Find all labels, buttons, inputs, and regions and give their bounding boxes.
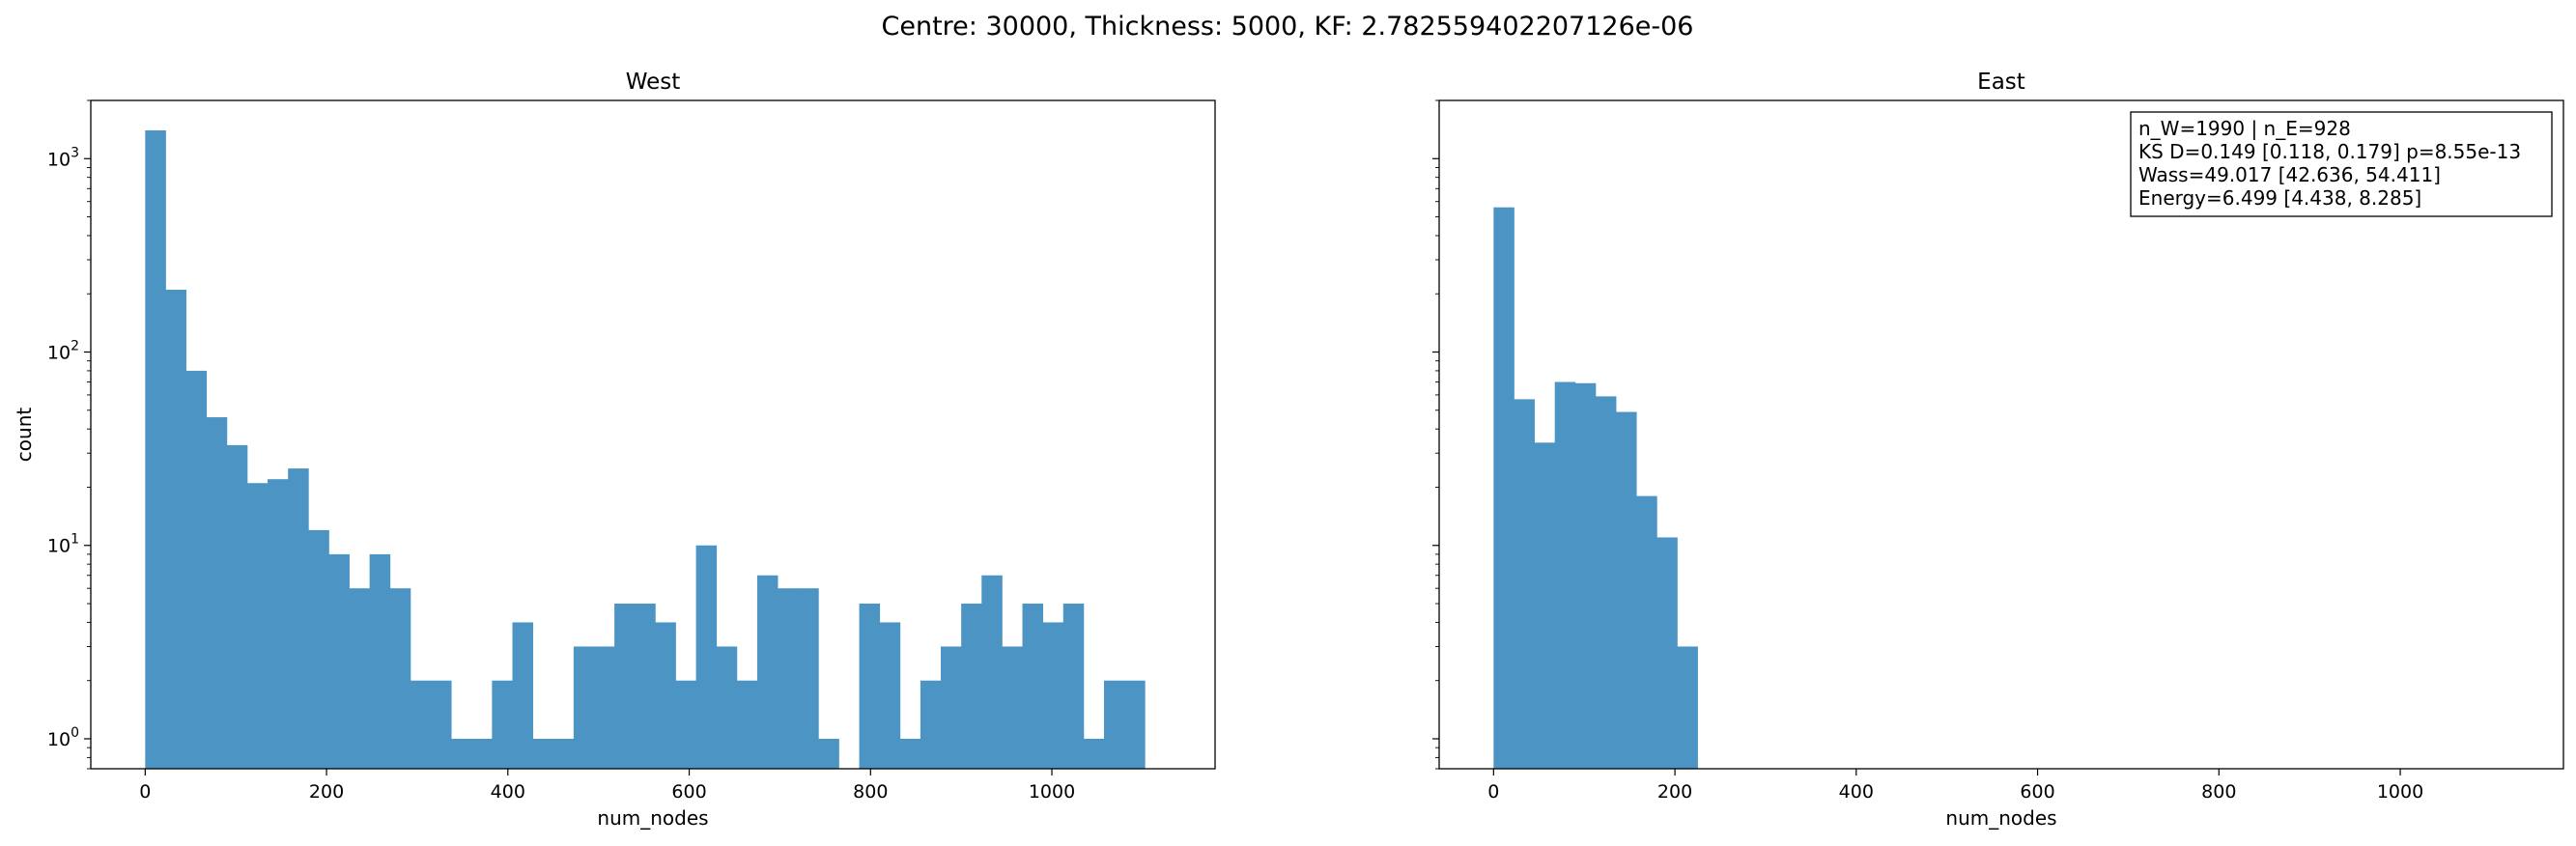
x-tick-label: 1000 bbox=[2377, 781, 2423, 803]
histogram-bar bbox=[246, 483, 269, 769]
histogram-bar bbox=[185, 370, 208, 769]
west-axes-frame bbox=[90, 99, 1216, 770]
histogram-bar bbox=[308, 529, 329, 769]
histogram-bar bbox=[981, 575, 1003, 769]
histogram-bar bbox=[1574, 382, 1597, 769]
histogram-bar bbox=[1042, 622, 1064, 769]
x-tick-label: 800 bbox=[853, 781, 888, 803]
y-tick-label: 103 bbox=[47, 145, 79, 170]
histogram-bar bbox=[1656, 537, 1678, 769]
histogram-bar bbox=[1534, 442, 1556, 769]
histogram-bar bbox=[165, 289, 186, 769]
east-axes-frame bbox=[1438, 99, 2564, 770]
histogram-bar bbox=[1554, 381, 1576, 769]
y-tick-label: 102 bbox=[47, 339, 79, 364]
histogram-bar bbox=[226, 444, 248, 769]
histogram-bar bbox=[328, 553, 350, 769]
x-tick-label: 200 bbox=[1657, 781, 1692, 803]
x-tick-label: 0 bbox=[1487, 781, 1499, 803]
figure-suptitle: Centre: 30000, Thickness: 5000, KF: 2.78… bbox=[882, 12, 1694, 42]
y-axis-label: count bbox=[13, 408, 36, 463]
histogram-bar bbox=[798, 588, 819, 769]
histogram-bar bbox=[492, 680, 513, 769]
x-tick-label: 400 bbox=[1839, 781, 1874, 803]
histogram-bar bbox=[1104, 680, 1125, 769]
x-tick-label: 400 bbox=[491, 781, 525, 803]
histogram-bar bbox=[859, 604, 881, 769]
histogram-bar bbox=[756, 575, 778, 769]
histogram-bar bbox=[635, 604, 656, 769]
histogram-bar bbox=[879, 622, 901, 769]
histogram-bar bbox=[288, 468, 309, 769]
east-panel: 0 200 400 600 800 1000 East num_nodes n_W=1990 |… bbox=[1432, 70, 2564, 830]
histogram-bar bbox=[675, 680, 696, 769]
histogram-bar bbox=[1022, 604, 1044, 769]
histogram-bar bbox=[736, 680, 758, 769]
histogram-bar bbox=[1493, 207, 1514, 769]
stats-line: Wass=49.017 [42.636, 54.411] bbox=[2138, 163, 2441, 186]
east-panel-title: East bbox=[1977, 70, 2025, 95]
histogram-bar bbox=[1595, 396, 1617, 769]
histogram-bar bbox=[410, 680, 432, 769]
histogram-bar bbox=[899, 738, 921, 769]
histogram-bar bbox=[206, 417, 228, 769]
histogram-bar bbox=[716, 646, 738, 769]
histogram-bar bbox=[1124, 680, 1146, 769]
histogram-bar bbox=[471, 738, 493, 769]
west-panel-title: West bbox=[626, 70, 681, 95]
x-tick-label: 1000 bbox=[1029, 781, 1075, 803]
histogram-bar bbox=[369, 553, 391, 769]
x-tick-label: 600 bbox=[2020, 781, 2054, 803]
histogram-bar bbox=[1062, 604, 1085, 769]
histogram-bar bbox=[695, 545, 718, 769]
histogram-bar bbox=[1616, 411, 1637, 769]
x-tick-label: 600 bbox=[671, 781, 706, 803]
stats-line: n_W=1990 | n_E=928 bbox=[2138, 117, 2351, 140]
histogram-bar bbox=[961, 604, 982, 769]
histogram-bar bbox=[268, 479, 289, 769]
histogram-bar bbox=[145, 130, 166, 769]
histogram-bar bbox=[431, 680, 452, 769]
histogram-bar bbox=[1677, 646, 1698, 769]
histogram-bar bbox=[778, 588, 799, 769]
west-panel: 0 200 400 600 800 1000 100 101 102 103 West num_nod… bbox=[13, 70, 1216, 830]
y-tick-label: 100 bbox=[47, 725, 79, 750]
histogram-bar bbox=[349, 588, 371, 769]
stats-line: Energy=6.499 [4.438, 8.285] bbox=[2138, 186, 2421, 210]
histogram-bar bbox=[818, 738, 839, 769]
x-axis-label: num_nodes bbox=[1945, 806, 2056, 830]
histogram-bar bbox=[655, 622, 676, 769]
histogram-bar bbox=[941, 646, 962, 769]
x-tick-label: 800 bbox=[2201, 781, 2236, 803]
stats-line: KS D=0.149 [0.118, 0.179] p=8.55e-13 bbox=[2138, 140, 2521, 163]
y-tick-label: 101 bbox=[47, 532, 79, 557]
histogram-bar bbox=[1083, 738, 1105, 769]
histogram-bar bbox=[512, 622, 534, 769]
histogram-bar bbox=[389, 588, 411, 769]
histogram-bar bbox=[532, 738, 554, 769]
histogram-bar bbox=[1002, 646, 1023, 769]
x-axis-label: num_nodes bbox=[597, 806, 708, 830]
histogram-bar bbox=[451, 738, 472, 769]
x-tick-label: 0 bbox=[139, 781, 151, 803]
histogram-bar bbox=[1636, 495, 1657, 769]
stats-box bbox=[2130, 111, 2553, 217]
x-tick-label: 200 bbox=[309, 781, 344, 803]
histogram-bar bbox=[920, 680, 942, 769]
histogram-bar bbox=[552, 738, 575, 769]
east-bars bbox=[1493, 207, 1698, 769]
histogram-bar bbox=[573, 646, 595, 769]
histogram-bar bbox=[1514, 399, 1535, 769]
histogram-bar bbox=[593, 646, 615, 769]
histogram-bar bbox=[614, 604, 636, 769]
west-bars bbox=[145, 130, 1146, 769]
